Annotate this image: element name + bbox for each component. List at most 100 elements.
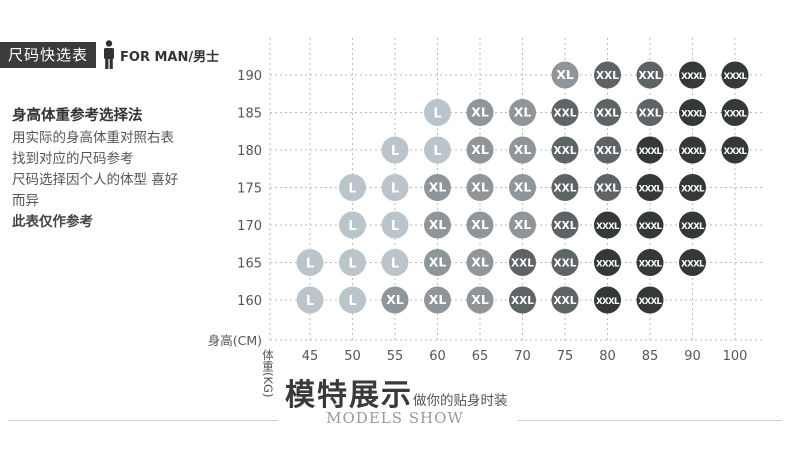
size-marker-xxl [551, 136, 579, 164]
size-marker-xxxl [721, 61, 749, 89]
size-marker-xxl [551, 99, 579, 126]
size-marker-label: XL [429, 180, 447, 195]
size-marker-label: XXXL [596, 297, 620, 307]
size-marker-label: XL [471, 142, 489, 157]
size-marker-label: XL [471, 255, 489, 270]
size-marker-label: XL [429, 255, 447, 270]
y-tick-label: 180 [237, 144, 262, 159]
size-marker-xxxl [721, 99, 749, 126]
size-marker-xxxl [594, 286, 621, 314]
size-marker-label: L [433, 144, 441, 159]
size-marker-xxxl [679, 136, 706, 164]
size-marker-xxxl [679, 174, 706, 201]
y-tick-label: 185 [237, 107, 262, 122]
size-marker-xl [466, 174, 494, 201]
sidebar-line: 而异 [12, 193, 39, 209]
size-marker-label: XL [471, 217, 489, 232]
size-marker-label: XXL [554, 183, 577, 195]
size-chart-tag: 尺码快选表 [0, 42, 97, 68]
size-marker-label: XXXL [724, 110, 748, 120]
size-marker-label: L [391, 257, 399, 272]
size-marker-xxxl [679, 249, 706, 276]
size-marker-label: XL [471, 180, 489, 195]
y-tick-label: 190 [237, 69, 262, 84]
x-tick-label: 65 [472, 349, 489, 364]
size-marker-xl [466, 136, 494, 164]
size-marker-label: L [348, 182, 356, 197]
man-icon [104, 40, 115, 69]
size-marker-xl [466, 286, 494, 314]
size-marker-label: XXXL [639, 297, 663, 307]
size-marker-label: XXXL [681, 147, 705, 157]
size-marker-label: L [433, 107, 441, 122]
sidebar-heading: 身高体重参考选择法 [12, 108, 143, 124]
footer-divider-left [8, 420, 278, 421]
x-tick-label: 60 [429, 349, 446, 364]
sidebar-line: 尺码选择因个人的体型 喜好 [12, 172, 179, 188]
size-marker-label: XL [386, 292, 404, 307]
size-marker-label: XL [471, 105, 489, 120]
size-marker-xl [424, 174, 451, 201]
size-marker-label: XXL [554, 295, 577, 307]
size-marker-label: XXL [639, 108, 662, 120]
size-marker-label: XXXL [639, 185, 663, 195]
size-marker-l [381, 174, 409, 201]
size-marker-xxxl [636, 286, 664, 314]
size-marker-label: XXXL [681, 185, 705, 195]
y-tick-label: 165 [237, 257, 262, 272]
size-marker-label: XL [514, 142, 532, 157]
size-marker-l [296, 286, 324, 314]
size-marker-label: XXXL [639, 147, 663, 157]
size-marker-l [339, 174, 366, 201]
size-marker-label: XXXL [681, 222, 705, 232]
size-marker-xl [466, 99, 494, 126]
size-marker-l [339, 211, 366, 239]
x-tick-label: 100 [723, 349, 748, 364]
size-marker-label: XXL [554, 220, 577, 232]
models-show-subtitle: 做你的贴身时装 [413, 393, 508, 409]
size-marker-xxxl [679, 99, 706, 126]
size-marker-l [424, 99, 451, 126]
size-marker-label: L [348, 294, 356, 309]
size-marker-xxl [594, 174, 621, 201]
size-marker-xl [466, 211, 494, 239]
size-marker-label: L [391, 144, 399, 159]
size-marker-xxl [636, 61, 664, 89]
models-show-english: MODELS SHOW [326, 409, 464, 427]
size-marker-label: XXL [511, 295, 534, 307]
x-tick-label: 80 [599, 349, 616, 364]
size-marker-xxxl [679, 211, 706, 239]
for-man-label: FOR MAN/男士 [120, 49, 220, 65]
size-marker-label: XXXL [639, 260, 663, 270]
size-marker-label: L [348, 219, 356, 234]
size-marker-label: XXXL [681, 72, 705, 82]
size-marker-xxl [594, 136, 621, 164]
size-marker-xxl [551, 249, 579, 276]
x-tick-label: 50 [344, 349, 361, 364]
size-marker-l [339, 286, 366, 314]
size-marker-xxl [594, 99, 621, 126]
size-marker-label: XXL [596, 70, 619, 82]
size-marker-xxxl [636, 174, 664, 201]
x-tick-label: 70 [514, 349, 531, 364]
size-marker-label: XXXL [681, 110, 705, 120]
size-marker-l [381, 249, 409, 276]
y-tick-label: 170 [237, 219, 262, 234]
size-marker-xxxl [636, 211, 664, 239]
size-marker-label: XXXL [724, 72, 748, 82]
size-marker-xxxl [636, 136, 664, 164]
size-marker-xxxl [594, 249, 621, 276]
size-marker-label: L [391, 182, 399, 197]
sidebar-line: 找到对应的尺码参考 [12, 151, 134, 167]
size-marker-label: XXL [511, 258, 534, 270]
size-marker-xxxl [679, 61, 706, 89]
x-tick-label: 45 [302, 349, 319, 364]
y-axis-label: 身高(CM) [208, 333, 262, 348]
size-marker-label: XXL [639, 70, 662, 82]
size-marker-label: XXL [596, 108, 619, 120]
size-marker-xl [466, 249, 494, 276]
size-marker-l [339, 249, 366, 276]
models-show-title: 模特展示 [285, 378, 413, 413]
size-marker-label: XXXL [681, 260, 705, 270]
